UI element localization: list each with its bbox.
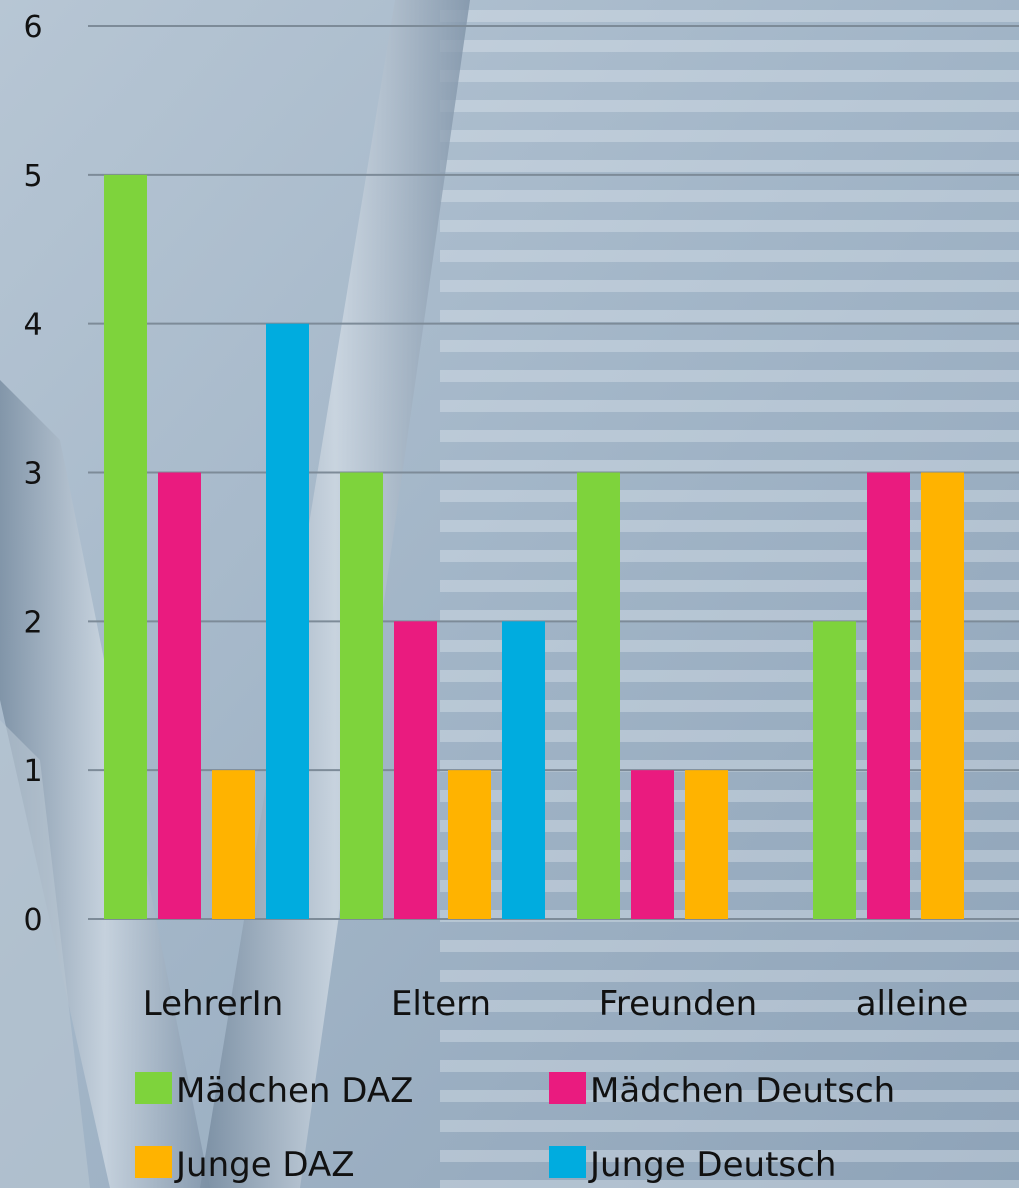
bar (266, 323, 309, 920)
y-tick-label: 5 (23, 159, 42, 194)
x-axis-categories: LehrerIn Eltern Freunden alleine (143, 984, 969, 1024)
gridlines (88, 25, 1019, 920)
x-category-label: Freunden (599, 984, 757, 1024)
bar (212, 770, 255, 919)
bar (631, 770, 674, 919)
bar (104, 174, 147, 920)
y-tick-label: 1 (23, 754, 42, 789)
legend-label: Mädchen Deutsch (590, 1071, 895, 1111)
x-category-label: alleine (856, 984, 969, 1024)
bar (577, 472, 620, 919)
legend-label: Junge Deutsch (588, 1145, 836, 1185)
bar (502, 621, 545, 919)
x-category-label: Eltern (391, 984, 491, 1024)
bar (448, 770, 491, 919)
bar (867, 472, 910, 919)
bar (685, 770, 728, 919)
legend-label: Junge DAZ (174, 1145, 355, 1185)
bars (104, 174, 964, 920)
legend-swatch (549, 1146, 586, 1178)
x-category-label: LehrerIn (143, 984, 284, 1024)
legend-swatch (549, 1072, 586, 1104)
y-tick-label: 6 (23, 10, 42, 45)
bar (921, 472, 964, 919)
y-axis-ticks: 0 1 2 3 4 5 6 (23, 10, 42, 938)
bar (158, 472, 201, 919)
legend-label: Mädchen DAZ (176, 1071, 413, 1111)
y-tick-label: 3 (23, 457, 42, 492)
legend-swatch (135, 1072, 172, 1104)
y-tick-label: 4 (23, 308, 42, 343)
bar (813, 621, 856, 919)
y-tick-label: 2 (23, 605, 42, 640)
legend: Mädchen DAZ Mädchen Deutsch Junge DAZ Junge… (135, 1071, 895, 1185)
bar (394, 621, 437, 919)
bar (340, 472, 383, 919)
y-tick-label: 0 (23, 903, 42, 938)
legend-swatch (135, 1146, 172, 1178)
